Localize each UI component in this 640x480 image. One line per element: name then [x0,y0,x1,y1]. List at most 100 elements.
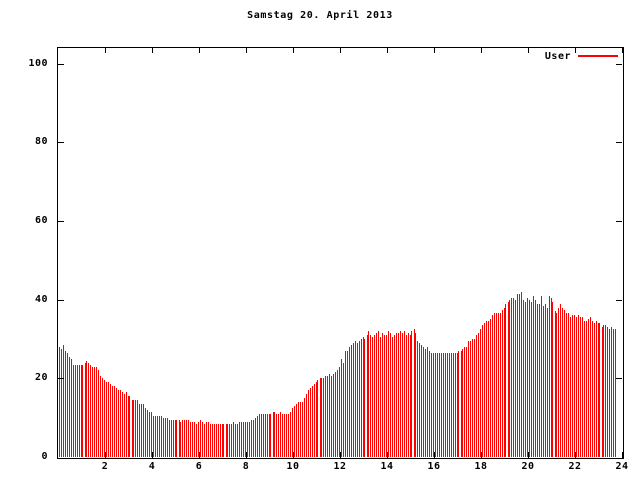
bar [588,319,589,457]
x-axis-tick-mark [481,47,482,53]
x-axis-tick-mark [481,452,482,458]
bar [451,353,452,457]
bar [292,408,293,457]
bar [425,349,426,457]
bar [486,321,487,457]
bar [278,414,279,457]
bar [598,323,599,457]
bar [400,331,401,457]
bar [594,323,595,457]
bar [374,335,375,457]
bar [505,304,506,457]
bar [515,300,516,457]
bar [458,351,459,457]
bar [302,402,303,457]
bar [472,339,473,457]
x-axis-tick-label: 8 [242,461,250,472]
bar [128,396,129,457]
bar [282,414,283,457]
bar [108,382,109,457]
bar [61,349,62,457]
bar [63,345,64,457]
bar [574,315,575,457]
bar [578,315,579,457]
x-axis-tick-label: 6 [195,461,203,472]
bar [355,341,356,457]
legend: User [500,47,618,65]
bar [531,302,532,457]
bar [439,353,440,457]
x-axis-tick-label: 18 [474,461,488,472]
bar [116,388,117,457]
bar-series-user [58,48,622,457]
bar [320,378,321,457]
bar [75,365,76,457]
x-axis-tick-mark [528,452,529,458]
bar [558,308,559,457]
bar [504,308,505,457]
x-axis-tick-mark [622,452,623,458]
bar [204,424,205,457]
bar [562,308,563,457]
bar [269,414,270,457]
bar [290,412,291,457]
bar [82,365,83,457]
bar [584,321,585,457]
bar [335,372,336,457]
bar [321,378,322,457]
bar [132,400,133,457]
bar [347,351,348,457]
bar [474,339,475,457]
bar [555,311,556,457]
bar [564,310,565,457]
bar [259,414,260,457]
x-axis-tick-mark [152,452,153,458]
bar [345,351,346,457]
bar [410,335,411,457]
y-axis-tick-mark [58,221,64,222]
bar [323,378,324,457]
bar [106,382,107,457]
bar [59,347,60,457]
bar [85,363,86,457]
bar [120,390,121,457]
y-axis-tick-label: 20 [34,372,48,383]
bar [394,335,395,457]
x-axis-tick-mark [246,47,247,53]
bar [90,365,91,457]
bar [280,412,281,457]
bar [263,414,264,457]
bar [494,313,495,457]
bar [386,335,387,457]
bar [498,313,499,457]
bar [447,353,448,457]
bar [251,420,252,457]
bar [349,347,350,457]
bar [421,345,422,457]
bar [208,422,209,457]
bar [521,292,522,457]
bar [249,422,250,457]
bar [229,424,230,457]
bar [480,329,481,457]
bar [165,418,166,457]
bar [312,386,313,457]
bar [69,357,70,457]
bar [245,422,246,457]
bar [274,412,275,457]
bar [378,331,379,457]
y-axis-tick-mark [58,142,64,143]
bar [94,367,95,457]
bar [153,416,154,457]
bar [455,353,456,457]
bar [223,424,224,457]
bar [441,353,442,457]
x-axis-tick-mark [340,47,341,53]
bar [398,333,399,457]
bar [102,378,103,457]
bar [241,422,242,457]
bar [462,349,463,457]
bar [605,325,606,457]
bar [411,331,412,457]
legend-entry-user-label: User [544,50,571,62]
